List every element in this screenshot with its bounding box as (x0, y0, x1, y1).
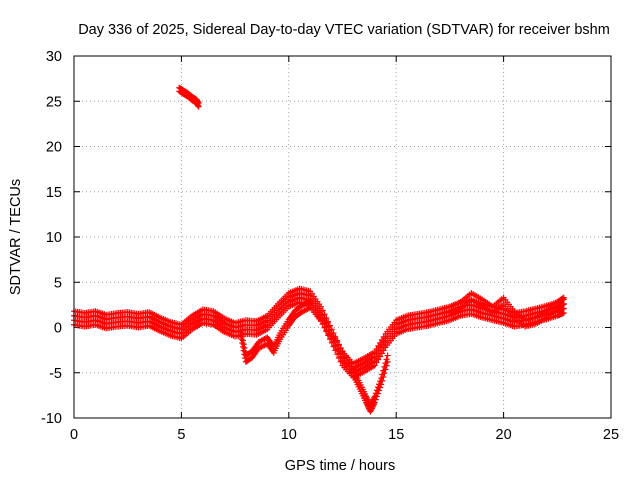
data-point (560, 294, 567, 301)
x-tick-label: 15 (388, 427, 404, 443)
y-tick-label: -5 (49, 366, 62, 382)
data-point (325, 323, 332, 330)
data-point (378, 381, 385, 388)
data-point (374, 390, 381, 397)
y-tick-labels: -10 -5 0 5 10 15 20 25 30 (41, 49, 62, 427)
data-point (384, 352, 391, 359)
data-point (371, 399, 378, 406)
data-point (344, 357, 351, 364)
data-point (348, 363, 355, 370)
data-point (323, 320, 330, 327)
data-points (71, 84, 567, 415)
data-point (319, 307, 326, 314)
x-tick-label: 5 (177, 427, 185, 443)
grid (74, 56, 611, 418)
data-point (318, 303, 325, 310)
data-point (318, 311, 325, 318)
data-point (381, 370, 388, 377)
data-point (343, 354, 350, 361)
y-tick-label: -10 (41, 411, 62, 427)
data-point (319, 314, 326, 321)
x-axis-label: GPS time / hours (285, 458, 395, 474)
x-tick-label: 25 (603, 427, 619, 443)
data-point (330, 332, 337, 339)
data-point (241, 345, 248, 352)
y-tick-label: 30 (46, 49, 62, 65)
data-point (382, 366, 389, 373)
chart-title: Day 336 of 2025, Sidereal Day-to-day VTE… (78, 22, 610, 38)
data-point (239, 337, 246, 344)
data-point (377, 384, 384, 391)
x-tick-label: 0 (70, 427, 78, 443)
data-point (239, 333, 246, 340)
data-point (348, 369, 355, 376)
y-tick-label: 20 (46, 140, 62, 156)
data-point (376, 387, 383, 394)
y-tick-label: 5 (54, 275, 62, 291)
data-point (559, 301, 566, 308)
x-tick-labels: 0 5 10 15 20 25 (70, 427, 619, 443)
data-point (373, 393, 380, 400)
x-tick-label: 20 (496, 427, 512, 443)
data-point (559, 295, 566, 302)
data-point (321, 317, 328, 324)
y-tick-label: 0 (54, 321, 62, 337)
data-point (334, 338, 341, 345)
data-point (328, 329, 335, 336)
data-point (560, 300, 567, 307)
y-tick-label: 15 (46, 185, 62, 201)
data-point (335, 341, 342, 348)
y-tick-label: 25 (46, 94, 62, 110)
data-point (339, 348, 346, 355)
data-point (346, 360, 353, 367)
data-point (372, 396, 379, 403)
data-point (326, 326, 333, 333)
data-point (380, 373, 387, 380)
x-tick-label: 10 (281, 427, 297, 443)
data-point (383, 362, 390, 369)
data-point (384, 358, 391, 365)
plot-frame (73, 55, 612, 419)
data-point (321, 311, 328, 318)
data-point (195, 100, 202, 107)
data-point (337, 345, 344, 352)
data-point (240, 341, 247, 348)
data-point (379, 377, 386, 384)
data-point (332, 335, 339, 342)
y-tick-label: 10 (46, 230, 62, 246)
y-axis-label: SDTVAR / TECUs (8, 179, 24, 295)
data-point (238, 329, 245, 336)
data-point (341, 351, 348, 358)
